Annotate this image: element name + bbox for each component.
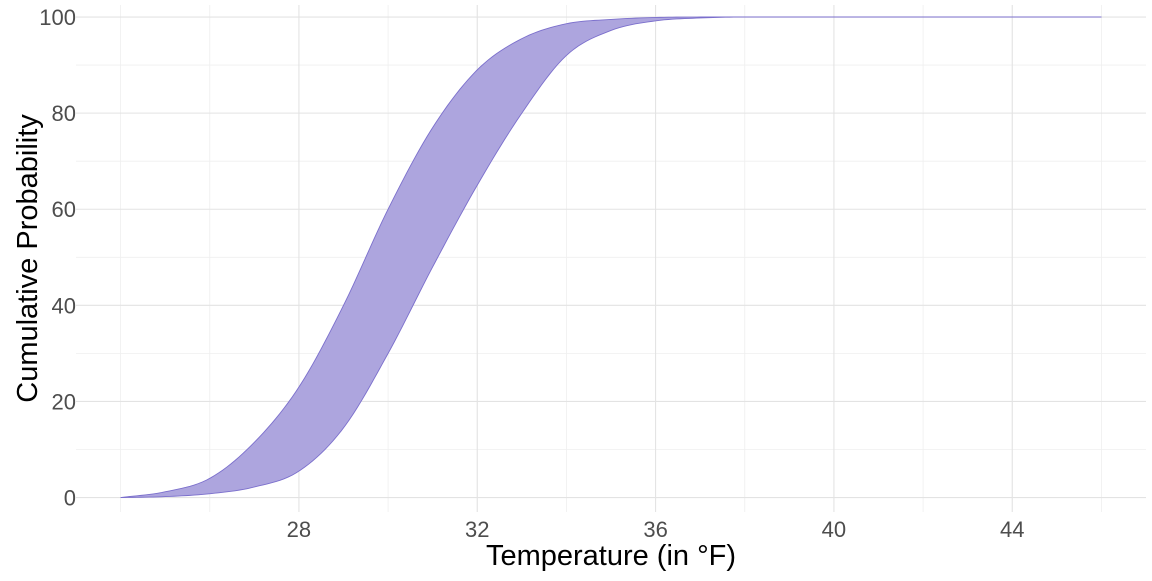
x-tick-label: 36 [643,517,667,542]
lower-bound-line [120,16,1102,499]
y-tick-label: 40 [52,293,76,318]
probability-ribbon-area [120,17,1102,498]
x-tick-label: 32 [465,517,489,542]
x-axis-title: Temperature (in °F) [486,540,736,572]
y-tick-label: 100 [39,5,76,30]
y-tick-label: 60 [52,197,76,222]
grid [76,5,1146,512]
x-tick-label: 44 [1000,517,1024,542]
y-tick-label: 80 [52,101,76,126]
y-tick-label: 0 [64,486,76,511]
x-tick-label: 40 [822,517,846,542]
x-tick-label: 28 [287,517,311,542]
y-axis-title: Cumulative Probability [12,114,44,403]
ribbon-series [120,16,1102,499]
tick-labels: 28 32 36 40 44 0 20 40 60 80 100 [39,5,1024,542]
y-tick-label: 20 [52,389,76,414]
